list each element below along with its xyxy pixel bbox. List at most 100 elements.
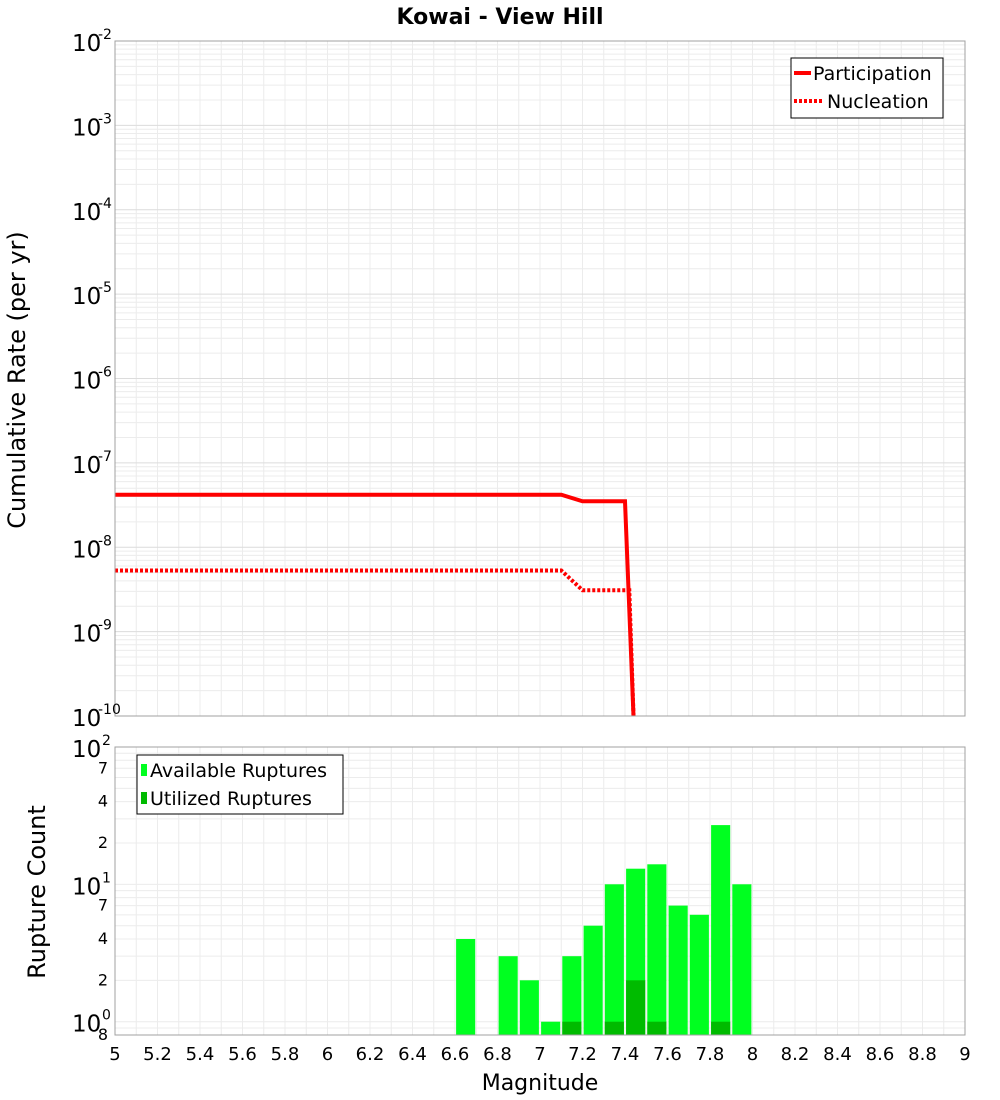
- bottom-y-major-label: 10 2: [72, 733, 111, 763]
- x-tick-label: 7.6: [653, 1044, 682, 1065]
- x-tick-label: 6.2: [356, 1044, 385, 1065]
- x-tick-label: 8.2: [781, 1044, 810, 1065]
- top-y-tick-base: 10: [72, 31, 101, 57]
- x-axis-label: Magnitude: [482, 1071, 599, 1096]
- x-tick-label: 7: [534, 1044, 545, 1065]
- x-tick-label: 7.4: [611, 1044, 640, 1065]
- top-y-tick-label: 10-10: [72, 702, 121, 732]
- available-rupture-bar: [668, 905, 688, 1035]
- bottom-y-minor-label: 2: [98, 833, 108, 852]
- top-y-tick-base: 10: [72, 115, 101, 141]
- top-plot-series: [115, 492, 636, 717]
- top-y-tick-label: 10-2: [72, 27, 112, 57]
- utilized-legend-label: Utilized Ruptures: [150, 788, 312, 810]
- available-rupture-bar: [562, 956, 582, 1035]
- available-rupture-bar: [647, 864, 667, 1035]
- x-tick-label: 6.8: [483, 1044, 512, 1065]
- top-legend: Participation Nucleation: [790, 57, 944, 119]
- bottom-legend-box: [136, 754, 344, 815]
- top-plot-grid: [115, 41, 966, 716]
- x-tick-label: 5.6: [228, 1044, 257, 1065]
- available-rupture-bar: [456, 939, 476, 1035]
- available-legend-label: Available Ruptures: [150, 760, 327, 782]
- top-y-tick-label: 10-3: [72, 111, 112, 141]
- top-plot-frame: [114, 40, 966, 717]
- bottom-y-tick-exponent: 2: [102, 733, 111, 749]
- top-y-tick-base: 10: [72, 622, 101, 648]
- available-rupture-bar: [498, 956, 518, 1035]
- top-y-tick-label: 10-8: [72, 533, 112, 563]
- bottom-y-axis-label: Rupture Count: [23, 805, 51, 979]
- bottom-plot-bars: [456, 825, 752, 1035]
- utilized-rupture-bar: [626, 980, 646, 1035]
- x-tick-label: 8.8: [908, 1044, 937, 1065]
- x-tick-label: 8.6: [866, 1044, 895, 1065]
- utilized-rupture-bar: [647, 1021, 667, 1035]
- available-rupture-bar: [689, 914, 709, 1035]
- top-y-tick-base: 10: [72, 369, 101, 395]
- top-y-axis-label: Cumulative Rate (per yr): [3, 231, 31, 529]
- bottom-y-minor-label: 8: [98, 1025, 108, 1044]
- nucleation-line: [115, 568, 636, 717]
- x-tick-label: 9: [959, 1044, 970, 1065]
- x-tick-label: 7.2: [568, 1044, 597, 1065]
- top-y-tick-exponent: -9: [98, 618, 112, 634]
- bottom-y-minor-label: 4: [98, 792, 108, 811]
- bottom-y-tick-base: 10: [72, 737, 101, 763]
- bottom-y-tick-exponent: 0: [102, 1008, 111, 1024]
- available-rupture-bar: [604, 884, 624, 1035]
- top-y-tick-label: 10-9: [72, 618, 112, 648]
- bottom-y-minor-label: 2: [98, 970, 108, 989]
- top-y-tick-label: 10-5: [72, 280, 112, 310]
- available-rupture-bar: [732, 884, 752, 1035]
- x-tick-label: 6: [322, 1044, 333, 1065]
- utilized-rupture-bar: [604, 1021, 624, 1035]
- chart-title: Kowai - View Hill: [396, 5, 603, 30]
- x-tick-label: 6.4: [398, 1044, 427, 1065]
- available-rupture-bar: [711, 825, 731, 1035]
- x-ticks: 5 5.2 5.4 5.6 5.8 6 6.2 6.4 6.6 6.8 7 7.2 7.4 7.6 7.8 8…: [109, 1044, 970, 1065]
- bottom-y-tick-exponent: 1: [102, 870, 111, 886]
- bottom-plot-frame: [114, 746, 966, 1036]
- top-y-tick-base: 10: [72, 706, 101, 732]
- top-y-ticks: 10-210-310-410-510-610-710-810-910-10: [72, 27, 121, 732]
- x-tick-label: 5.8: [271, 1044, 300, 1065]
- top-y-tick-exponent: -10: [98, 702, 121, 718]
- top-y-tick-base: 10: [72, 537, 101, 563]
- top-y-tick-exponent: -8: [98, 533, 112, 549]
- top-y-tick-label: 10-7: [72, 449, 112, 479]
- top-y-tick-exponent: -2: [98, 27, 112, 43]
- x-tick-label: 7.8: [696, 1044, 725, 1065]
- top-y-tick-exponent: -3: [98, 111, 112, 127]
- utilized-rupture-bar: [711, 1021, 731, 1035]
- top-y-tick-label: 10-4: [72, 196, 112, 226]
- bottom-y-major-label: 10 0: [72, 1008, 111, 1038]
- x-tick-label: 8: [747, 1044, 758, 1065]
- available-rupture-bar: [583, 925, 603, 1035]
- nucleation-legend-label: Nucleation: [827, 91, 929, 113]
- top-y-tick-base: 10: [72, 200, 101, 226]
- bottom-y-minor-label: 7: [98, 758, 108, 777]
- x-tick-label: 8.4: [823, 1044, 852, 1065]
- bottom-y-tick-base: 10: [72, 1012, 101, 1038]
- utilized-legend-swatch: [141, 792, 147, 804]
- top-y-tick-exponent: -5: [98, 280, 112, 296]
- bottom-y-tick-base: 10: [72, 874, 101, 900]
- available-rupture-bar: [541, 1021, 561, 1035]
- available-legend-swatch: [141, 764, 147, 776]
- top-y-tick-label: 10-6: [72, 365, 112, 395]
- x-tick-label: 5.2: [143, 1044, 172, 1065]
- bottom-legend: Available Ruptures Utilized Ruptures: [136, 754, 344, 815]
- bottom-y-minor-label: 4: [98, 929, 108, 948]
- utilized-rupture-bar: [562, 1021, 582, 1035]
- bottom-y-major-label: 10 1: [72, 870, 111, 900]
- participation-line: [115, 492, 636, 717]
- top-y-tick-base: 10: [72, 284, 101, 310]
- x-tick-label: 5.4: [186, 1044, 215, 1065]
- x-tick-label: 5: [109, 1044, 120, 1065]
- participation-legend-label: Participation: [813, 63, 932, 85]
- top-y-tick-exponent: -7: [98, 449, 112, 465]
- top-legend-box: [790, 57, 944, 119]
